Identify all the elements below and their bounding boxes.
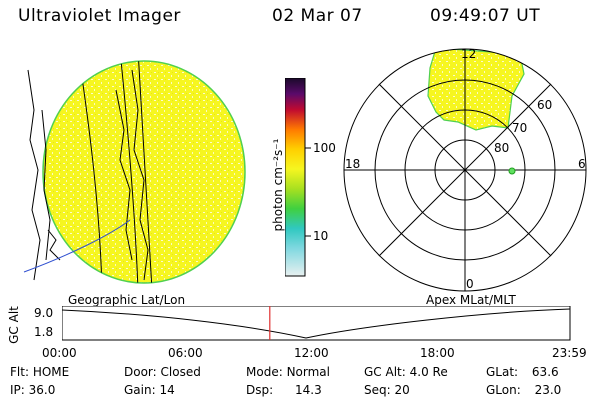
colorbar <box>285 78 311 277</box>
timeline-xtick-4: 23:59 <box>552 346 587 360</box>
door-label: Door: <box>124 365 157 379</box>
info-flt: Flt: HOME <box>10 365 69 379</box>
flt-label: Flt: <box>10 365 29 379</box>
colorbar-tick-100: 100 <box>313 141 336 155</box>
satellite-position-marker <box>508 167 516 175</box>
mlat-label-80: 80 <box>494 141 510 155</box>
apex-map-label: Apex MLat/MLT <box>426 293 516 307</box>
coastlines <box>27 69 149 281</box>
dsp-label: Dsp: <box>246 383 274 397</box>
timeline-xtick-2: 12:00 <box>294 346 329 360</box>
door-value: Closed <box>160 365 201 379</box>
app-title: Ultraviolet Imager <box>18 6 181 26</box>
polar-grid <box>343 48 587 292</box>
timeline-ytick-top: 9.0 <box>34 306 54 320</box>
info-seq: Seq: 20 <box>364 383 410 397</box>
info-gc-alt: GC Alt: 4.0 Re <box>364 365 448 379</box>
info-dsp: Dsp: 14.3 <box>246 383 322 397</box>
header-date: 02 Mar 07 <box>272 6 363 26</box>
mlat-label-70: 70 <box>512 121 528 135</box>
info-ip: IP: 36.0 <box>10 383 55 397</box>
header-time: 09:49:07 UT <box>430 6 541 26</box>
mlt-label-0: 0 <box>466 277 474 291</box>
mode-label: Mode: <box>246 365 283 379</box>
ip-value: 36.0 <box>28 383 56 397</box>
info-door: Door: Closed <box>124 365 201 379</box>
mlt-label-18: 18 <box>345 157 361 171</box>
glon-label: GLon: <box>486 383 521 397</box>
altitude-curve <box>62 308 571 339</box>
gain-label: Gain: <box>124 383 156 397</box>
glon-value: 23.0 <box>534 383 562 397</box>
terminator-line <box>23 219 131 273</box>
info-glon: GLon: 23.0 <box>486 383 561 397</box>
info-mode: Mode: Normal <box>246 365 330 379</box>
colorbar-unit-label: photon cm⁻²s⁻¹ <box>271 138 285 232</box>
timeline-plot[interactable] <box>62 306 572 342</box>
timeline-xtick-0: 00:00 <box>42 346 77 360</box>
mlt-label-12: 12 <box>461 47 477 61</box>
seq-value: 20 <box>394 383 410 397</box>
geographic-map-label: Geographic Lat/Lon <box>68 293 186 307</box>
mode-value: Normal <box>286 365 330 379</box>
timeline-ytick-bottom: 1.8 <box>34 325 54 339</box>
info-glat: GLat: 63.6 <box>486 365 559 379</box>
seq-label: Seq: <box>364 383 391 397</box>
gain-value: 14 <box>159 383 175 397</box>
timeline-xtick-3: 18:00 <box>420 346 455 360</box>
gc-alt-label: GC Alt: <box>364 365 406 379</box>
gc-alt-value: 4.0 Re <box>409 365 448 379</box>
polar-auroral-region <box>427 49 525 131</box>
geographic-image[interactable] <box>20 50 252 290</box>
flt-value: HOME <box>32 365 70 379</box>
mlt-label-6: 6 <box>578 157 586 171</box>
glat-value: 63.6 <box>531 365 559 379</box>
polar-plot[interactable] <box>340 46 590 296</box>
image-disk <box>42 60 246 284</box>
mlat-label-60: 60 <box>537 98 553 112</box>
glat-label: GLat: <box>486 365 519 379</box>
dsp-value: 14.3 <box>294 383 322 397</box>
colorbar-tick-10: 10 <box>313 229 329 243</box>
info-gain: Gain: 14 <box>124 383 175 397</box>
ip-label: IP: <box>10 383 25 397</box>
timeline-xtick-1: 06:00 <box>168 346 203 360</box>
timeline-ylabel: GC Alt <box>7 306 21 344</box>
